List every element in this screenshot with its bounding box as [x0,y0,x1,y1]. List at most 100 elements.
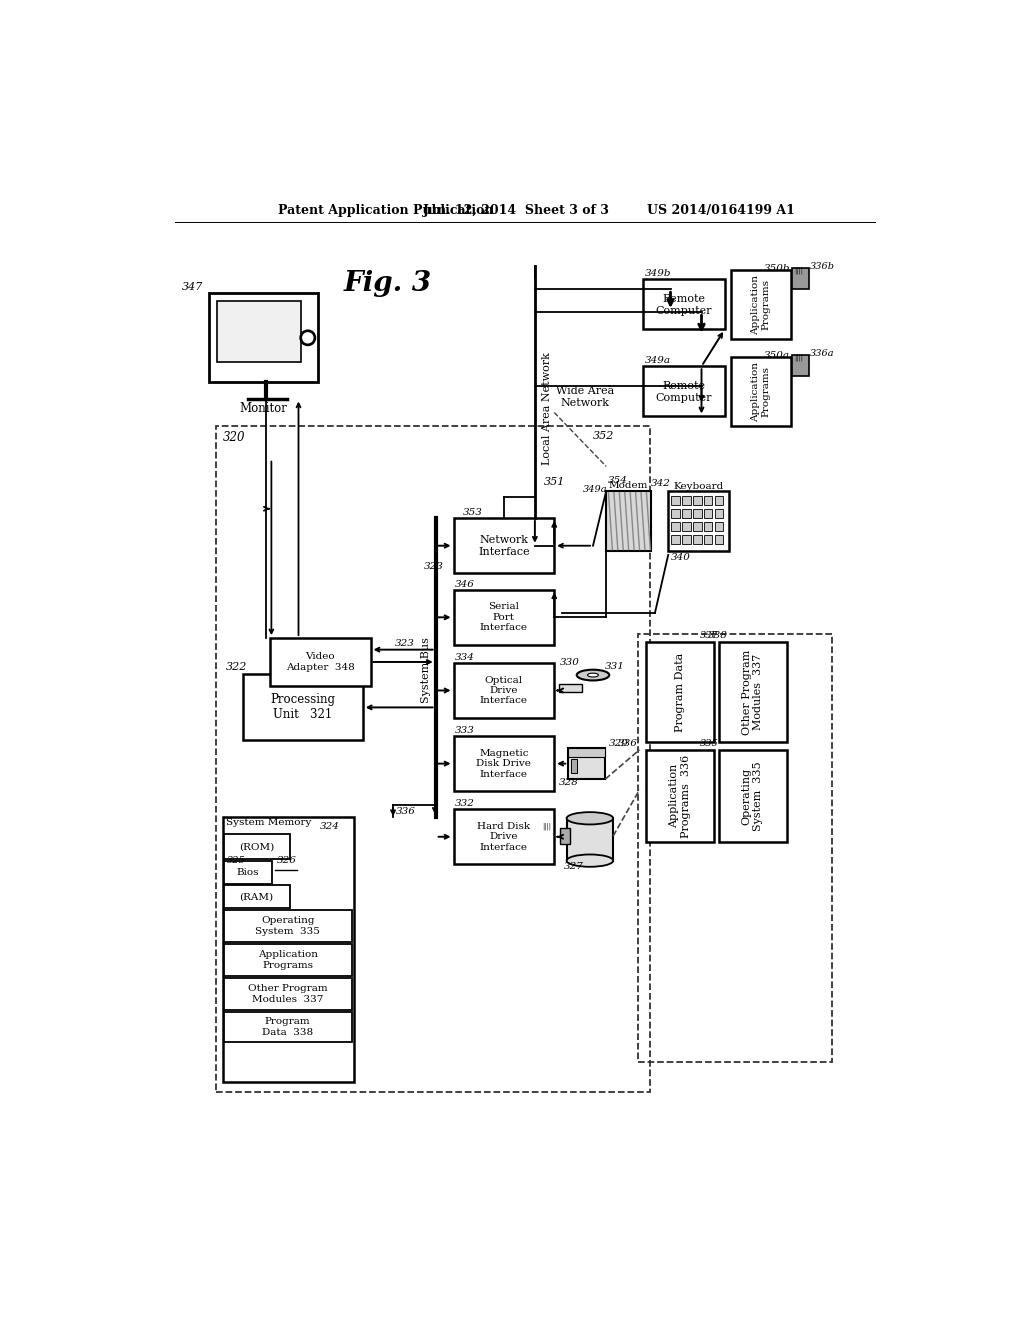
Bar [209,293,317,381]
Bar [638,635,831,1061]
Text: 320: 320 [222,432,245,445]
Text: 323: 323 [424,562,444,572]
Ellipse shape [566,854,613,867]
Text: Wide Area
Network: Wide Area Network [556,387,614,408]
Text: 349a: 349a [645,356,671,366]
Bar [672,535,680,544]
Text: Monitor: Monitor [240,403,288,416]
Bar [224,861,272,884]
Text: 336: 336 [395,807,416,816]
Text: Other Program
Modules  337: Other Program Modules 337 [741,649,764,735]
Text: 337: 337 [699,631,719,640]
Text: Application
Programs: Application Programs [752,362,771,421]
Text: (RAM): (RAM) [240,892,273,902]
Text: 346: 346 [455,579,475,589]
Text: (ROM): (ROM) [239,842,274,851]
Text: Remote
Computer: Remote Computer [655,294,712,315]
Text: Hard Disk
Drive
Interface: Hard Disk Drive Interface [477,822,530,851]
Bar [682,496,690,506]
Text: Network
Interface: Network Interface [478,535,529,557]
Text: Application
Programs  336: Application Programs 336 [669,754,690,838]
Text: Other Program
Modules  337: Other Program Modules 337 [248,985,328,1003]
Bar [715,496,723,506]
Bar [454,517,554,573]
Bar [719,642,786,742]
Bar [703,496,713,506]
Bar [566,818,613,861]
Bar [224,909,352,942]
Text: Modem: Modem [609,482,648,490]
Text: 338: 338 [708,631,728,640]
Bar [560,829,569,843]
Bar [703,521,713,531]
Text: ||||: |||| [542,822,551,830]
Text: 334: 334 [455,653,475,661]
Bar [224,834,290,859]
Text: Application
Programs: Application Programs [752,275,771,335]
Text: 336a: 336a [810,348,835,358]
Bar [646,642,714,742]
Text: ||||: |||| [795,352,804,362]
Text: Patent Application Publication: Patent Application Publication [278,205,494,218]
Bar [703,535,713,544]
Bar [646,750,714,842]
Text: System Bus: System Bus [421,638,431,704]
Text: 354: 354 [607,475,628,484]
Bar [454,590,554,645]
Bar [224,944,352,977]
Bar [682,521,690,531]
Text: Fig. 3: Fig. 3 [344,269,432,297]
Text: 329: 329 [608,739,629,748]
Text: 349a: 349a [583,484,607,494]
Bar [693,496,701,506]
Text: Program
Data  338: Program Data 338 [262,1018,313,1036]
Text: Optical
Drive
Interface: Optical Drive Interface [480,676,528,705]
Text: 326: 326 [276,857,297,865]
Text: Keyboard: Keyboard [673,482,724,491]
Text: 353: 353 [463,508,482,517]
Bar [559,684,583,692]
Bar [570,759,577,774]
Bar [243,675,362,739]
Text: 323: 323 [395,639,415,648]
Text: Serial
Port
Interface: Serial Port Interface [480,602,528,632]
Text: 351: 351 [544,477,565,487]
Text: 350a: 350a [764,351,790,360]
Text: 328: 328 [559,777,579,787]
Bar [217,301,301,363]
Bar [224,1011,352,1043]
Text: Remote
Computer: Remote Computer [655,381,712,403]
Ellipse shape [566,812,613,825]
Text: 335: 335 [699,739,719,748]
Bar [731,358,792,426]
Text: 332: 332 [455,799,475,808]
Text: Application
Programs: Application Programs [258,950,317,970]
Text: 342: 342 [650,479,671,488]
Text: 322: 322 [225,661,247,672]
Text: 347: 347 [182,282,203,292]
Polygon shape [606,491,651,552]
Bar [693,521,701,531]
Text: 352: 352 [593,430,614,441]
Bar [693,508,701,517]
Bar [454,737,554,792]
Text: 333: 333 [455,726,475,735]
Bar [731,271,792,339]
Text: 330: 330 [560,659,580,667]
Bar [568,748,605,779]
Bar [672,496,680,506]
Text: Video
Adapter  348: Video Adapter 348 [286,652,354,672]
Text: 340: 340 [671,553,690,562]
Bar [454,663,554,718]
Text: Bios: Bios [237,867,259,876]
Bar [793,355,809,376]
Text: Jun. 12, 2014  Sheet 3 of 3: Jun. 12, 2014 Sheet 3 of 3 [423,205,609,218]
Text: 336: 336 [618,739,638,748]
Bar [693,535,701,544]
Circle shape [303,333,313,343]
Bar [643,367,725,416]
Circle shape [300,330,315,346]
Bar [719,750,786,842]
Bar [669,491,729,552]
Ellipse shape [588,673,598,677]
